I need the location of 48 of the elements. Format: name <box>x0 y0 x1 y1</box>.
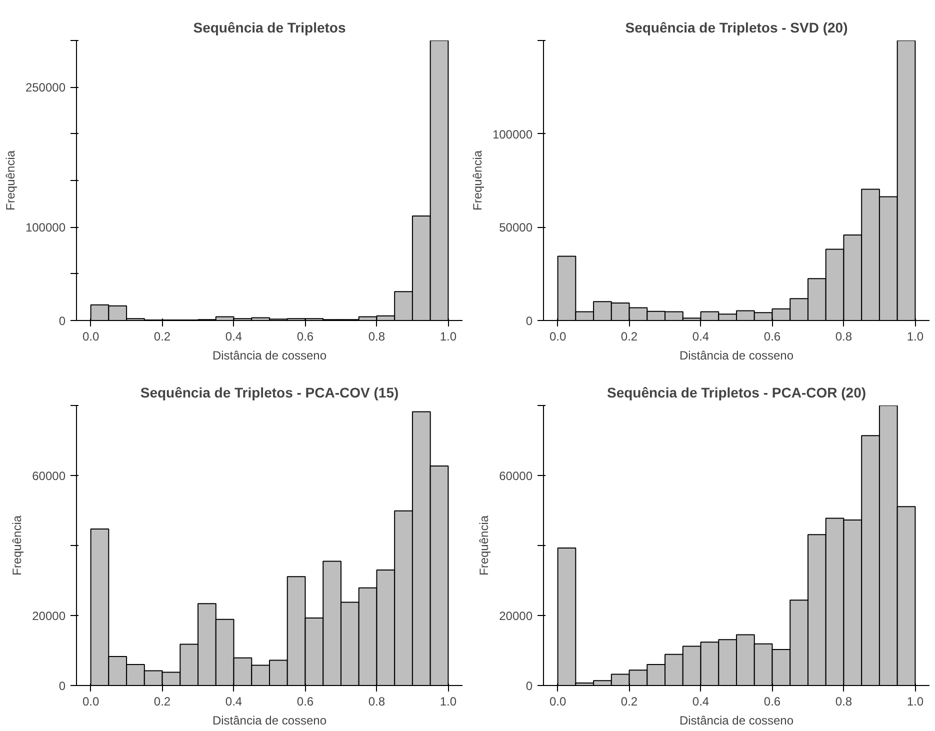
y-tick-label: 0 <box>58 314 66 328</box>
chart-title: Sequência de Tripletos <box>193 20 346 36</box>
y-axis-title: Frequência <box>3 150 18 211</box>
x-tick-label: 0.6 <box>764 694 781 708</box>
x-tick-label: 0.0 <box>82 330 100 344</box>
y-tick-label: 0 <box>526 314 533 328</box>
x-tick-label: 0.0 <box>82 694 100 708</box>
x-tick-label: 0.8 <box>368 330 386 344</box>
y-tick-label: 250000 <box>25 80 66 95</box>
x-tick-label: 1.0 <box>440 694 457 708</box>
x-axis-title: Distância de cosseno <box>679 348 794 362</box>
x-tick-label: 0.2 <box>620 330 638 344</box>
y-tick-label: 60000 <box>499 469 533 483</box>
x-tick-label: 0.4 <box>225 330 242 344</box>
y-tick-label: 20000 <box>499 609 533 623</box>
chart-title: Sequência de Tripletos - SVD (20) <box>625 20 848 36</box>
x-tick-label: 0.8 <box>835 694 852 708</box>
x-tick-label: 0.6 <box>296 694 314 708</box>
chart-title: Sequência de Tripletos - PCA-COV (15) <box>140 384 399 400</box>
x-axis-title: Distância de cosseno <box>212 348 327 362</box>
y-axis-title: Frequência <box>470 150 484 211</box>
x-tick-label: 0.2 <box>154 330 171 344</box>
x-tick-label: 0.6 <box>764 330 781 344</box>
x-tick-label: 0.8 <box>368 694 386 708</box>
x-tick-label: 0.2 <box>154 694 171 708</box>
x-tick-label: 0.6 <box>296 330 314 344</box>
y-tick-label: 100000 <box>492 127 533 142</box>
y-tick-label: 50000 <box>499 220 533 235</box>
y-axis-title: Frequência <box>477 515 492 576</box>
x-axis-title: Distância de cosseno <box>679 714 794 728</box>
x-tick-label: 0.2 <box>620 694 638 708</box>
x-tick-label: 1.0 <box>906 694 924 708</box>
x-tick-label: 0.4 <box>225 694 242 708</box>
x-tick-label: 0.0 <box>549 330 566 344</box>
x-tick-label: 0.0 <box>549 694 566 708</box>
x-axis-title: Distância de cosseno <box>212 714 327 728</box>
x-tick-label: 1.0 <box>906 330 924 344</box>
y-tick-label: 0 <box>58 679 66 693</box>
x-tick-label: 0.8 <box>835 330 852 344</box>
x-tick-label: 0.4 <box>692 330 710 344</box>
y-axis-title: Frequência <box>10 515 24 576</box>
chart-title: Sequência de Tripletos - PCA-COR (20) <box>606 384 866 400</box>
y-tick-label: 100000 <box>25 220 66 235</box>
y-tick-label: 20000 <box>32 609 66 623</box>
y-tick-label: 0 <box>526 679 533 693</box>
y-tick-label: 60000 <box>32 469 66 483</box>
x-tick-label: 0.4 <box>692 694 710 708</box>
x-tick-label: 1.0 <box>440 330 457 344</box>
